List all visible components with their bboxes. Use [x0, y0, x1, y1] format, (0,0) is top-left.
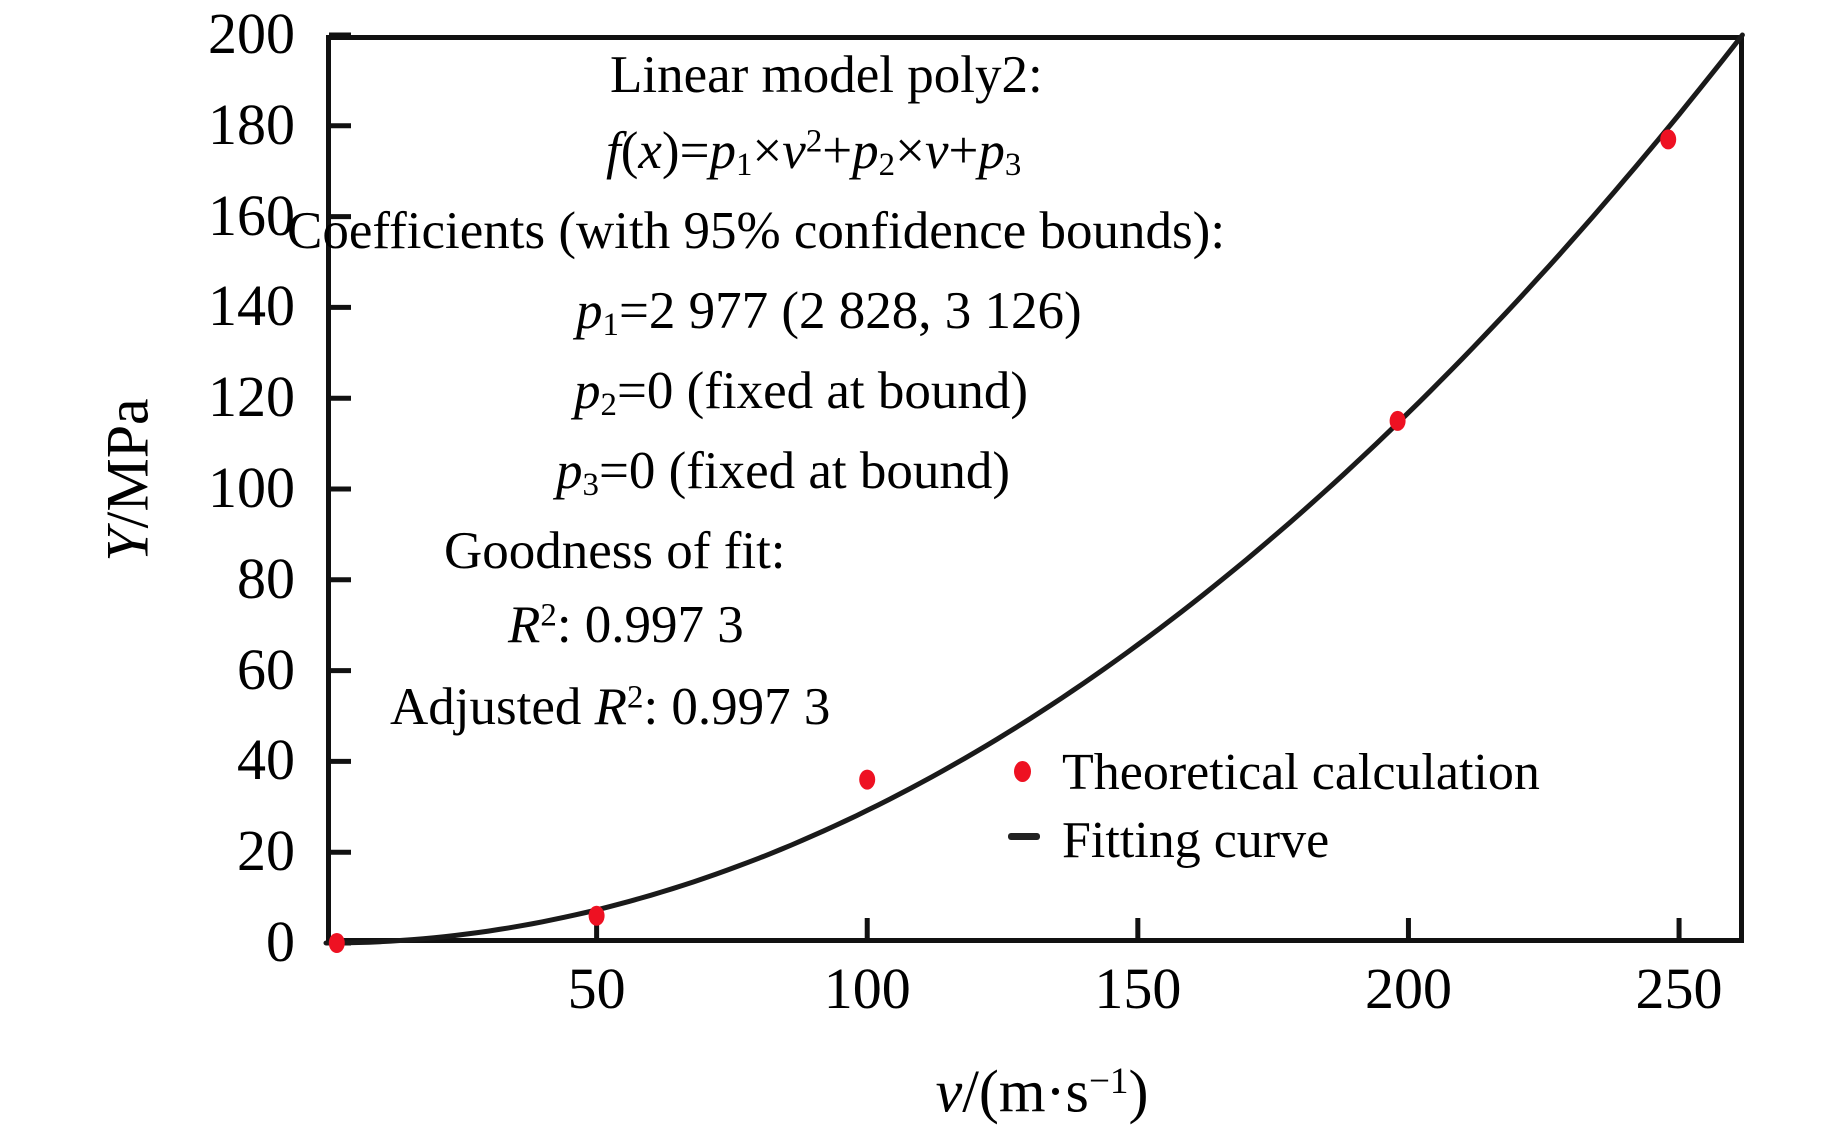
x-tick-label: 50 [567, 956, 626, 1021]
fitting-curve-line [323, 32, 1745, 946]
annotation-p1: p1=2 977 (2 828, 3 126) [576, 282, 1082, 344]
x-tick-label: 250 [1635, 956, 1723, 1021]
y-tick-label: 0 [266, 909, 295, 974]
annotation-goodness-header: Goodness of fit: [444, 522, 786, 580]
y-tick-label: 180 [208, 91, 295, 157]
x-axis-label: v/(m·s−1) [935, 1058, 1149, 1125]
annotation-adjusted-r-squared: Adjusted R2: 0.997 3 [390, 678, 831, 736]
x-tick-label: 150 [1094, 956, 1182, 1021]
annotation-model-title: Linear model poly2: [610, 46, 1043, 104]
annotation-r-squared: R2: 0.997 3 [508, 596, 744, 654]
y-tick-label: 200 [208, 1, 295, 66]
legend-label-theoretical: Theoretical calculation [1062, 744, 1540, 801]
y-tick-label: 100 [208, 455, 295, 520]
data-point-dot [1660, 129, 1677, 150]
data-point-dot [328, 933, 345, 953]
data-point-dot [1389, 410, 1406, 431]
annotation-coefficients-header: Coefficients (with 95% confidence bounds… [287, 202, 1226, 260]
x-tick-label: 100 [823, 956, 911, 1021]
y-tick-label: 80 [237, 545, 295, 611]
legend-marker-theoretical-dot [1014, 761, 1031, 782]
y-tick-label: 120 [208, 364, 295, 430]
y-tick-label: 40 [237, 727, 295, 793]
x-tick-label: 200 [1364, 956, 1452, 1021]
y-tick-label: 160 [208, 182, 295, 248]
y-axis-label: Y/MPa [94, 398, 161, 562]
legend-label-fitting: Fitting curve [1062, 812, 1330, 869]
y-tick-label: 20 [237, 818, 295, 884]
data-point-dot [859, 769, 876, 790]
annotation-equation: f(x)=p1×v2+p2×v+p3 [606, 122, 1022, 184]
annotation-p2: p2=0 (fixed at bound) [574, 362, 1029, 424]
y-tick-label: 60 [237, 636, 295, 702]
annotation-p3: p3=0 (fixed at bound) [556, 442, 1011, 504]
data-point-dot [588, 905, 605, 926]
plot-border [326, 35, 1744, 943]
legend-marker-fitting-dash [1008, 833, 1040, 840]
y-tick-label: 140 [208, 273, 295, 339]
